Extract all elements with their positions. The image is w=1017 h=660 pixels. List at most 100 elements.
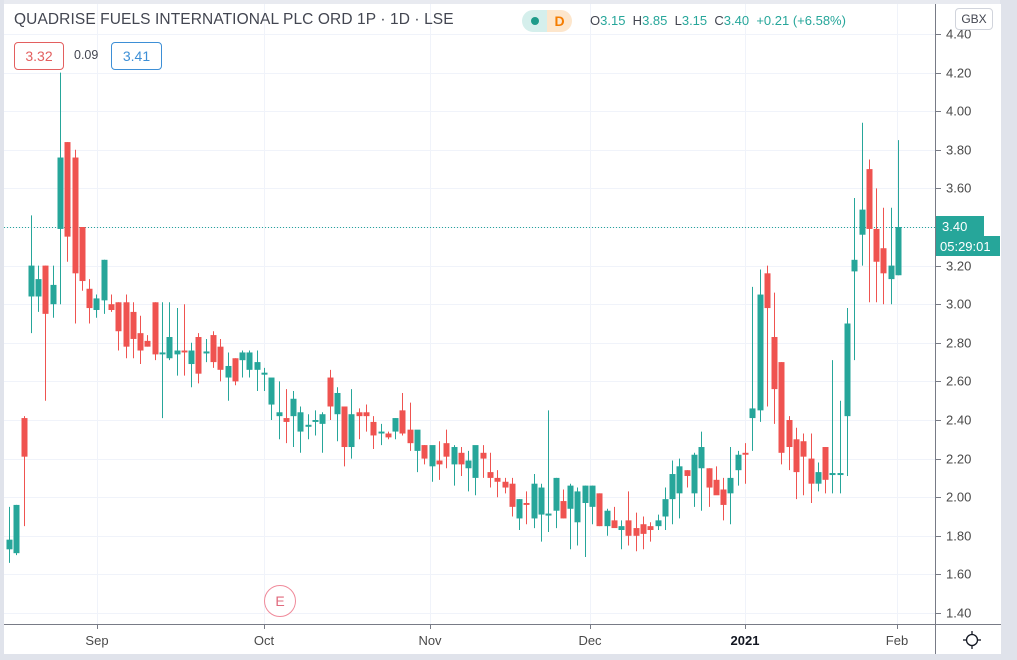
candle: [720, 477, 727, 521]
candle: [873, 188, 880, 303]
candle: [531, 474, 538, 529]
candle: [137, 315, 144, 365]
price-tick-mark: [936, 420, 941, 421]
price-tick-label: 1.40: [946, 605, 972, 621]
change-value: +0.21 (+6.58%): [756, 13, 846, 28]
candle: [662, 487, 669, 531]
candle: [815, 462, 822, 492]
candle: [778, 362, 785, 465]
low-value: 3.15: [681, 13, 708, 28]
candle: [210, 331, 217, 368]
candle: [436, 441, 443, 480]
candle: [771, 292, 778, 424]
candle: [698, 431, 705, 511]
time-tick-mark: [97, 625, 98, 629]
candle: [399, 392, 406, 436]
candle: [297, 406, 304, 453]
candle: [152, 302, 159, 361]
candle: [195, 333, 202, 384]
candle: [713, 466, 720, 496]
candle: [684, 470, 691, 488]
candle: [130, 302, 137, 359]
candle: [822, 447, 829, 494]
price-tick-label: 3.80: [946, 142, 972, 158]
candle: [79, 227, 86, 291]
candle: [655, 514, 662, 531]
buy-price-button[interactable]: 3.41: [111, 42, 162, 70]
market-status-badge[interactable]: D: [522, 10, 572, 32]
candle: [144, 335, 151, 347]
price-tick-mark: [936, 34, 941, 35]
candle: [407, 402, 414, 451]
candle: [421, 445, 428, 465]
window-left-edge: [0, 0, 4, 660]
time-axis[interactable]: Sep Oct Nov Dec 2021 Feb: [4, 624, 935, 654]
candle: [458, 447, 465, 476]
price-tick-mark: [936, 111, 941, 113]
candle: [268, 377, 275, 420]
candle: [859, 122, 866, 266]
candle: [101, 259, 108, 314]
candle: [290, 391, 297, 448]
candle: [312, 410, 319, 436]
candle: [494, 470, 501, 498]
settings-sun-icon[interactable]: [960, 628, 984, 652]
candle: [749, 286, 756, 451]
sell-price-button[interactable]: 3.32: [14, 42, 64, 70]
candle: [633, 512, 640, 552]
candle: [385, 431, 392, 440]
candle: [647, 522, 654, 542]
candle: [443, 429, 450, 469]
candle: [188, 342, 195, 388]
high-label: H: [632, 13, 643, 28]
candle: [21, 416, 28, 527]
candle: [706, 468, 713, 507]
earnings-marker[interactable]: E: [264, 585, 296, 617]
candle: [159, 302, 166, 419]
candle: [451, 445, 458, 486]
candle: [276, 381, 283, 440]
time-tick-label: Feb: [885, 633, 909, 648]
candle: [888, 207, 895, 305]
candle: [341, 406, 348, 467]
candle: [166, 302, 173, 361]
candle: [115, 302, 122, 351]
candle: [676, 458, 683, 519]
price-tick-mark: [936, 149, 941, 151]
price-tick-mark: [936, 72, 941, 74]
candle: [589, 485, 596, 525]
currency-button[interactable]: GBX: [955, 8, 993, 30]
chart-plot-area[interactable]: [4, 4, 935, 624]
candle: [465, 450, 472, 492]
candle: [6, 506, 13, 563]
price-tick-label: 1.80: [946, 528, 972, 544]
price-tick-label: 2.00: [946, 489, 972, 505]
time-tick-mark: [264, 625, 265, 629]
price-tick-label: 4.40: [946, 26, 972, 42]
price-tick-label: 3.60: [946, 180, 972, 196]
candle: [108, 294, 115, 312]
candle: [356, 408, 363, 440]
open-label: O: [590, 13, 601, 28]
candle: [334, 387, 341, 442]
price-tick-mark: [936, 613, 941, 614]
candle: [13, 504, 20, 556]
price-tick-mark: [936, 497, 941, 499]
candle: [502, 477, 509, 494]
candle: [808, 433, 815, 503]
price-tick-label: 1.60: [946, 566, 972, 582]
candle: [516, 499, 523, 531]
price-axis[interactable]: 4.40 4.20 4.00 3.80 3.60 3.40 3.20 3.00 2.80 2.60…: [935, 4, 1001, 624]
candle: [232, 358, 239, 386]
candle: [414, 429, 421, 473]
candle: [625, 491, 632, 546]
delayed-data-badge: D: [547, 10, 572, 32]
symbol-title[interactable]: QUADRISE FUELS INTERNATIONAL PLC ORD 1P …: [14, 11, 454, 28]
time-tick-mark: [430, 625, 431, 629]
price-tick-label: 4.20: [946, 65, 972, 81]
ohlc-values: O3.15 H3.85 L3.15 C3.40 +0.21 (+6.58%): [590, 13, 846, 28]
price-tick-label: 3.00: [946, 296, 972, 312]
candle: [93, 294, 100, 318]
candle: [866, 159, 873, 303]
candle: [669, 460, 676, 525]
